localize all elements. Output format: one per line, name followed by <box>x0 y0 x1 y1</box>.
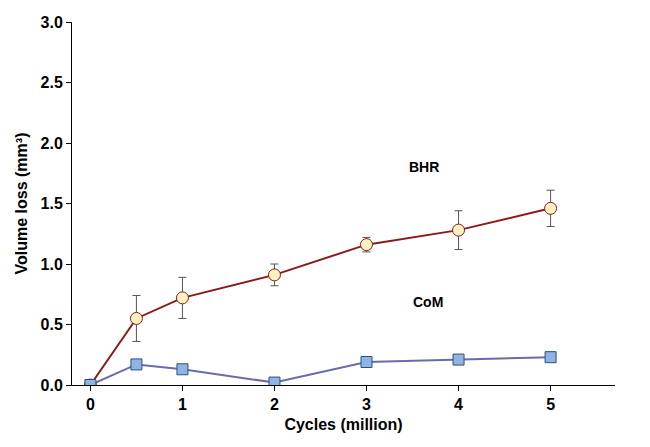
svg-text:1.0: 1.0 <box>41 256 63 273</box>
svg-text:3.0: 3.0 <box>41 14 63 31</box>
svg-text:Cycles (million): Cycles (million) <box>284 416 402 433</box>
svg-text:0.0: 0.0 <box>41 377 63 394</box>
svg-text:2: 2 <box>270 396 279 413</box>
svg-text:1: 1 <box>178 396 187 413</box>
svg-text:2.5: 2.5 <box>41 74 63 91</box>
svg-text:0.5: 0.5 <box>41 316 63 333</box>
svg-text:3: 3 <box>362 396 371 413</box>
svg-text:1.5: 1.5 <box>41 195 63 212</box>
svg-text:4: 4 <box>454 396 463 413</box>
svg-text:5: 5 <box>546 396 555 413</box>
svg-text:BHR: BHR <box>409 159 439 175</box>
svg-text:CoM: CoM <box>413 294 443 310</box>
svg-text:0: 0 <box>86 396 95 413</box>
svg-text:2.0: 2.0 <box>41 135 63 152</box>
svg-text:Volume loss (mm³): Volume loss (mm³) <box>13 133 30 275</box>
